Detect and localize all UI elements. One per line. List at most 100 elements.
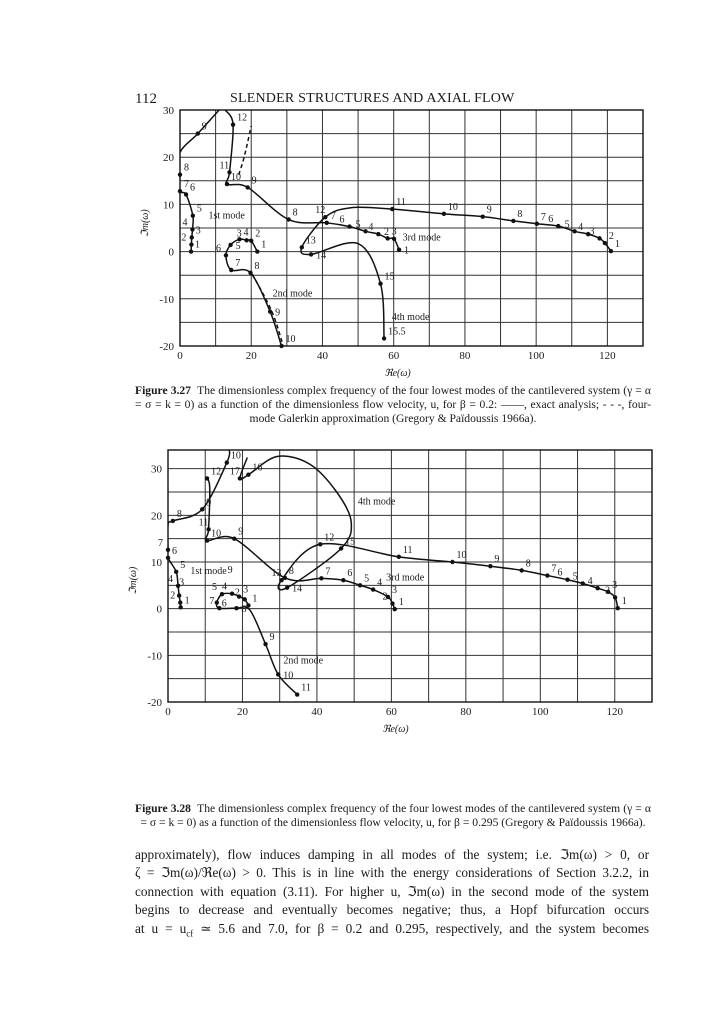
data-point (227, 170, 232, 175)
mode-annotation: 1st mode (208, 211, 245, 222)
data-point-label: 5 (565, 219, 570, 230)
data-point-label: 8 (255, 261, 260, 272)
x-tick-label: 40 (317, 350, 329, 362)
data-point-label: 2 (235, 587, 240, 598)
data-point-label: 1 (615, 239, 620, 250)
y-axis-label: ℑm(ω) (140, 209, 151, 238)
data-point-label: 7 (551, 564, 556, 575)
data-point-label: 13 (306, 235, 316, 246)
data-point-label: 15 (385, 272, 395, 283)
data-point-label: 7 (158, 538, 163, 549)
caption-text: The dimensionless complex frequency of t… (140, 802, 651, 829)
data-point (204, 476, 210, 481)
data-point-label: 9 (206, 497, 211, 508)
data-point-label: 14 (316, 250, 326, 261)
data-point-label: 4 (243, 227, 248, 238)
data-point-label: 7 (209, 596, 214, 607)
data-point (450, 559, 455, 565)
y-tick-label: 10 (151, 557, 163, 569)
data-point-label: 8 (177, 509, 182, 520)
data-point-label: 2 (609, 231, 614, 242)
data-point-label: 4 (168, 574, 173, 585)
data-point-label: 10 (211, 529, 221, 540)
x-tick-label: 100 (528, 350, 545, 362)
data-point (319, 576, 324, 581)
figure-3-27-caption: Figure 3.27 The dimensionless complex fr… (135, 384, 651, 426)
data-point-label: 10 (231, 172, 241, 183)
data-point (255, 249, 260, 254)
data-point (318, 542, 323, 547)
data-point (188, 249, 194, 254)
data-point (286, 217, 291, 222)
data-point-label: 7 (235, 258, 240, 269)
data-point-label: 9 (238, 527, 243, 538)
data-point-label: 3 (196, 225, 201, 236)
data-point-label: 5 (356, 219, 361, 230)
x-tick-label: 100 (532, 706, 549, 718)
data-point (534, 221, 540, 226)
data-point-label: 2 (255, 229, 260, 240)
caption-label: Figure 3.28 (135, 802, 191, 815)
y-tick-label: 30 (163, 105, 175, 117)
data-point (519, 568, 524, 573)
data-point (357, 583, 363, 588)
data-point-label: 11 (396, 197, 406, 208)
x-axis-label: ℜe(ω) (384, 368, 411, 379)
data-point (190, 213, 196, 218)
data-point (249, 238, 254, 243)
data-point-label: 10 (283, 670, 293, 681)
data-point-label: 6 (190, 182, 195, 193)
y-tick-label: 30 (151, 464, 163, 476)
mode-annotation: 2nd mode (273, 288, 313, 299)
galerkin-approximation-curve (238, 125, 252, 175)
data-point-label: 5 (236, 241, 241, 252)
data-point (229, 267, 234, 273)
data-point (370, 587, 376, 592)
data-point (396, 247, 402, 252)
body-line: at u = ucf ≃ 5.6 and 7.0, for β = 0.2 an… (135, 920, 649, 943)
caption-label: Figure 3.27 (135, 384, 191, 397)
mode-annotation: 3rd mode (386, 573, 425, 584)
data-point (217, 606, 222, 611)
data-point-label: 7 (184, 179, 189, 190)
data-point (200, 507, 205, 512)
mode-annotation: 4th mode (358, 497, 396, 508)
data-point-label: 10 (231, 451, 241, 462)
data-point (165, 555, 171, 560)
data-point-label: 13 (272, 568, 282, 579)
data-point (165, 547, 171, 553)
body-text-fragment: at u = u (135, 920, 187, 936)
data-point-label: 5 (573, 571, 578, 582)
data-point-label: 1 (404, 246, 409, 257)
data-point-label: 12 (315, 205, 325, 216)
data-point-label: 17 (230, 466, 240, 477)
plot-frame (179, 109, 644, 347)
data-point-label: 2 (383, 592, 388, 603)
data-point-label: 12 (211, 466, 221, 477)
data-point-label: 6 (216, 243, 221, 254)
data-point (234, 606, 239, 611)
plot-frame (167, 449, 653, 703)
data-point-label: 9 (270, 632, 275, 643)
data-point (341, 578, 346, 583)
data-point-label: 3 (392, 585, 397, 596)
data-point (204, 538, 210, 543)
data-point (608, 248, 614, 254)
data-point (276, 672, 281, 677)
data-point-label: 3 (179, 578, 184, 589)
data-point (230, 122, 236, 127)
data-point (572, 229, 577, 234)
data-point (232, 536, 237, 541)
data-point (595, 585, 600, 591)
data-point-label: 1 (622, 596, 627, 607)
data-point (308, 252, 314, 257)
data-point-label: 2 (605, 585, 610, 596)
data-point-label: 5 (197, 204, 202, 215)
data-point-label: 8 (526, 558, 531, 569)
y-tick-label: 0 (157, 604, 163, 616)
data-point-label: 9 (252, 175, 257, 186)
figure-3-28-chart: 0 20 40 60 80 100 120 -20 -10 0 10 20 30 ℜe(ω) ℑm(ω) 1s… (128, 449, 653, 735)
data-point (173, 569, 179, 574)
data-point-label: 15.5 (388, 326, 406, 337)
data-point (267, 309, 273, 314)
